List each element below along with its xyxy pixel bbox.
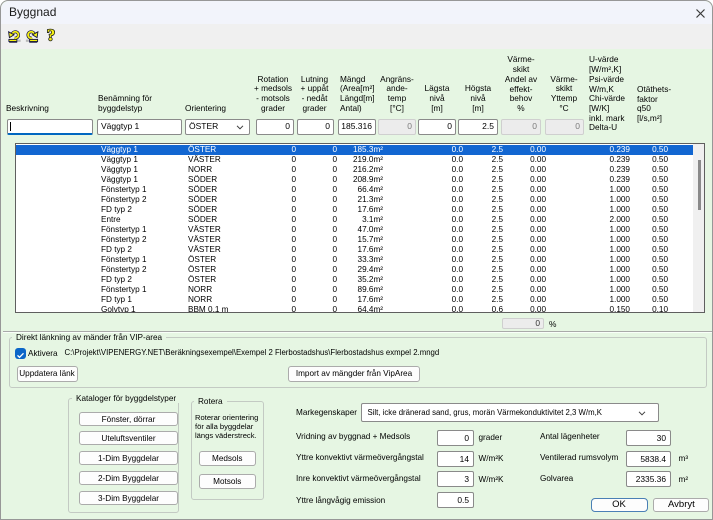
svg-text:?: ? xyxy=(47,27,56,44)
